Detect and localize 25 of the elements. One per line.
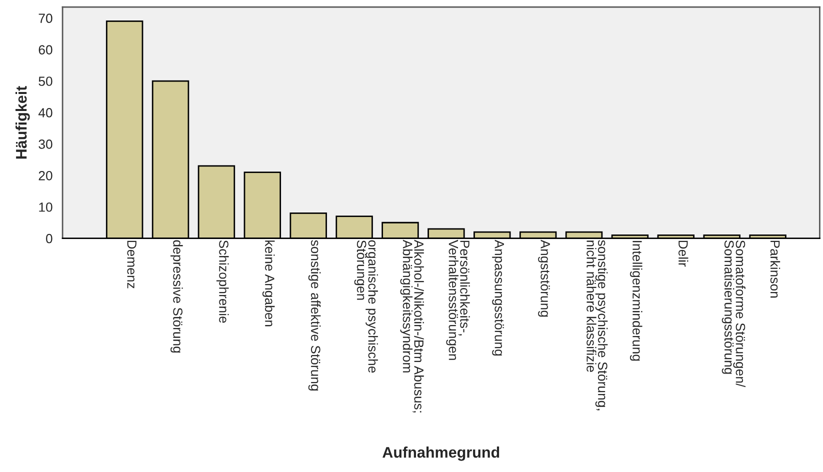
y-axis-title: Häufigkeit	[16, 86, 30, 159]
y-tick-label: 70	[38, 14, 52, 24]
x-tick-label: Alkohol-/Nikotin-/Btm Abusus; Abhängigkeitssyndrom	[400, 240, 424, 412]
x-tick-label: Delir	[678, 240, 688, 267]
x-tick-label: keine Angaben	[262, 240, 275, 326]
x-tick-label: depressive Störung	[170, 240, 183, 353]
y-tick-label: 20	[38, 170, 52, 180]
y-tick-label: 10	[39, 202, 52, 212]
x-tick-label: Intelligenzminderung	[630, 240, 642, 361]
x-tick-label: Anpassungsstörung	[492, 240, 504, 356]
y-tick-label: 60	[38, 45, 52, 54]
x-tick-label: Persönlichkeits-, Verhaltensstörungen	[446, 240, 470, 360]
x-tick-label: organische psychische Störungen	[354, 240, 378, 373]
x-tick-label: Somatoforme Störungen/ Somatisierungsstörung	[722, 240, 746, 388]
x-axis-title: Aufnahmegrund	[382, 446, 500, 461]
y-tick-label: 40	[38, 108, 52, 118]
y-tick-label: 50	[38, 76, 52, 86]
x-tick-label: sonstige affektive Störung	[308, 240, 321, 390]
y-tick-label: 0	[46, 234, 52, 244]
x-tick-label: Angststörung	[538, 240, 550, 317]
x-tick-label: sonstige psychische Störung, nicht nähere klassifizie	[586, 240, 608, 410]
x-tick-label: Demenz	[127, 240, 136, 288]
x-tick-label: Parkinson	[770, 240, 780, 298]
x-tick-label: Schizophrenie	[216, 240, 229, 323]
y-tick-label: 30	[38, 140, 52, 149]
